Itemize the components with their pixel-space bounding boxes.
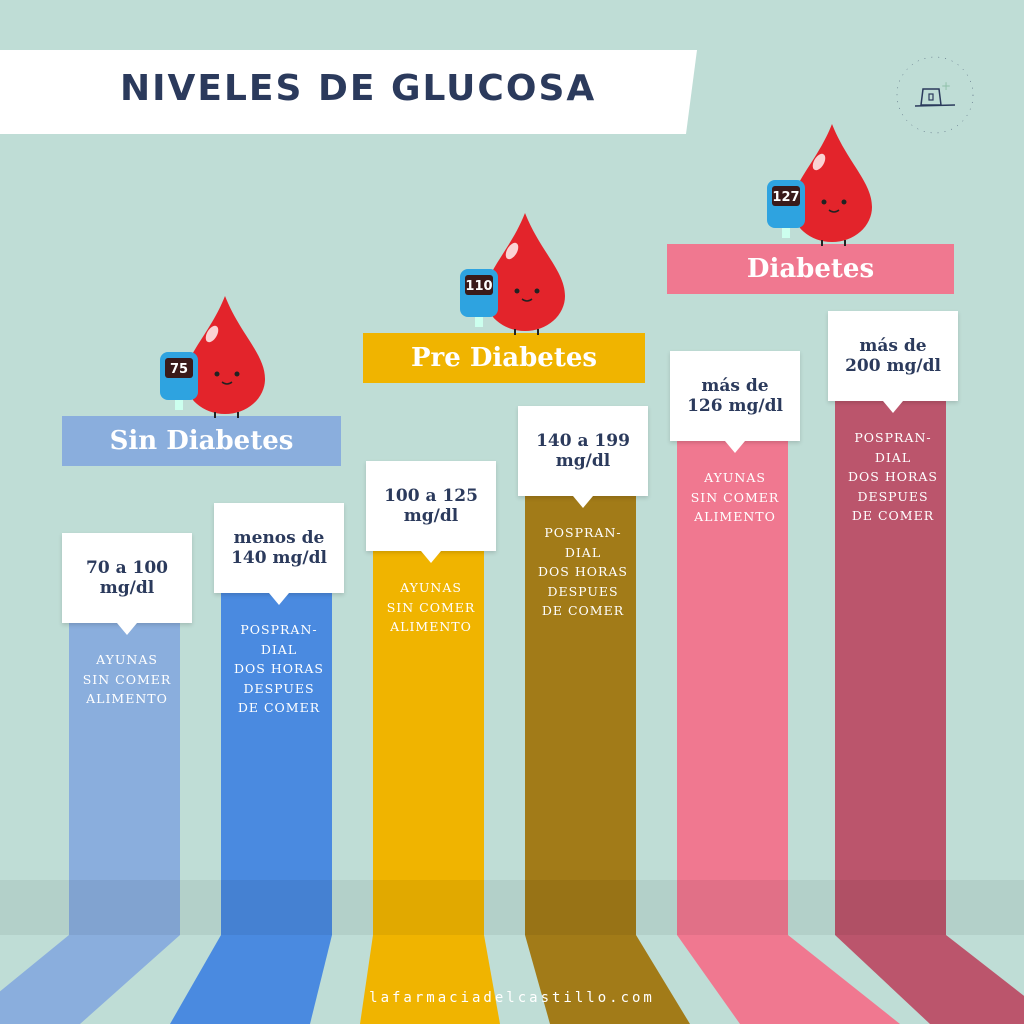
svg-text:75: 75 bbox=[170, 362, 188, 377]
column-bar bbox=[221, 543, 332, 935]
column-floor bbox=[835, 935, 1024, 1024]
glucose-value-card: menos de 140 mg/dl bbox=[214, 503, 344, 605]
column-floor bbox=[0, 935, 180, 1024]
castle-icon: + bbox=[914, 79, 956, 107]
glucose-value: 100 a 125 mg/dl bbox=[384, 486, 478, 526]
measurement-condition: POSPRAN- DIAL DOS HORAS DESPUES DE COMER bbox=[848, 430, 938, 523]
svg-text:+: + bbox=[941, 79, 951, 93]
measurement-condition: POSPRAN- DIAL DOS HORAS DESPUES DE COMER bbox=[538, 525, 628, 618]
measurement-condition: AYUNAS SIN COMER ALIMENTO bbox=[690, 470, 780, 524]
column-floor bbox=[677, 935, 900, 1024]
title-banner bbox=[0, 50, 697, 134]
glucose-value: más de 126 mg/dl bbox=[687, 376, 783, 416]
column-bar bbox=[373, 501, 484, 935]
column-bar bbox=[835, 351, 946, 935]
category-label: Pre Diabetes bbox=[363, 333, 645, 383]
glucose-value-card: 140 a 199 mg/dl bbox=[518, 406, 648, 508]
column-floor bbox=[525, 935, 690, 1024]
blood-drop-mascot: 127 bbox=[757, 122, 887, 251]
column-floor bbox=[360, 935, 500, 1024]
blood-drop-mascot: 110 bbox=[450, 211, 580, 340]
logo: + bbox=[896, 56, 974, 134]
category-label: Diabetes bbox=[667, 244, 954, 294]
glucose-value: más de 200 mg/dl bbox=[845, 336, 941, 376]
page-title: NIVELES DE GLUCOSA bbox=[120, 68, 597, 109]
glucose-value-card: 70 a 100 mg/dl bbox=[62, 533, 192, 635]
category-label: Sin Diabetes bbox=[62, 416, 341, 466]
measurement-condition: AYUNAS SIN COMER ALIMENTO bbox=[82, 652, 172, 706]
glucose-value: 140 a 199 mg/dl bbox=[536, 431, 630, 471]
glucose-meter-icon: 110 bbox=[460, 269, 498, 327]
glucose-value-card: más de 126 mg/dl bbox=[670, 351, 800, 453]
glucose-meter-icon: 127 bbox=[767, 180, 805, 238]
glucose-value-card: 100 a 125 mg/dl bbox=[366, 461, 496, 563]
glucose-value: menos de 140 mg/dl bbox=[231, 528, 327, 568]
website-url: lafarmaciadelcastillo.com bbox=[369, 990, 655, 1006]
measurement-condition: POSPRAN- DIAL DOS HORAS DESPUES DE COMER bbox=[234, 622, 324, 715]
blood-drop-mascot: 75 bbox=[150, 294, 280, 423]
glucose-value: 70 a 100 mg/dl bbox=[86, 558, 168, 598]
glucose-meter-icon: 75 bbox=[160, 352, 198, 410]
glucose-value-card: más de 200 mg/dl bbox=[828, 311, 958, 413]
svg-text:127: 127 bbox=[772, 190, 799, 205]
measurement-condition: AYUNAS SIN COMER ALIMENTO bbox=[386, 580, 476, 634]
column-bar bbox=[677, 391, 788, 935]
column-bar bbox=[525, 446, 636, 935]
svg-text:110: 110 bbox=[465, 279, 492, 294]
column-floor bbox=[170, 935, 332, 1024]
